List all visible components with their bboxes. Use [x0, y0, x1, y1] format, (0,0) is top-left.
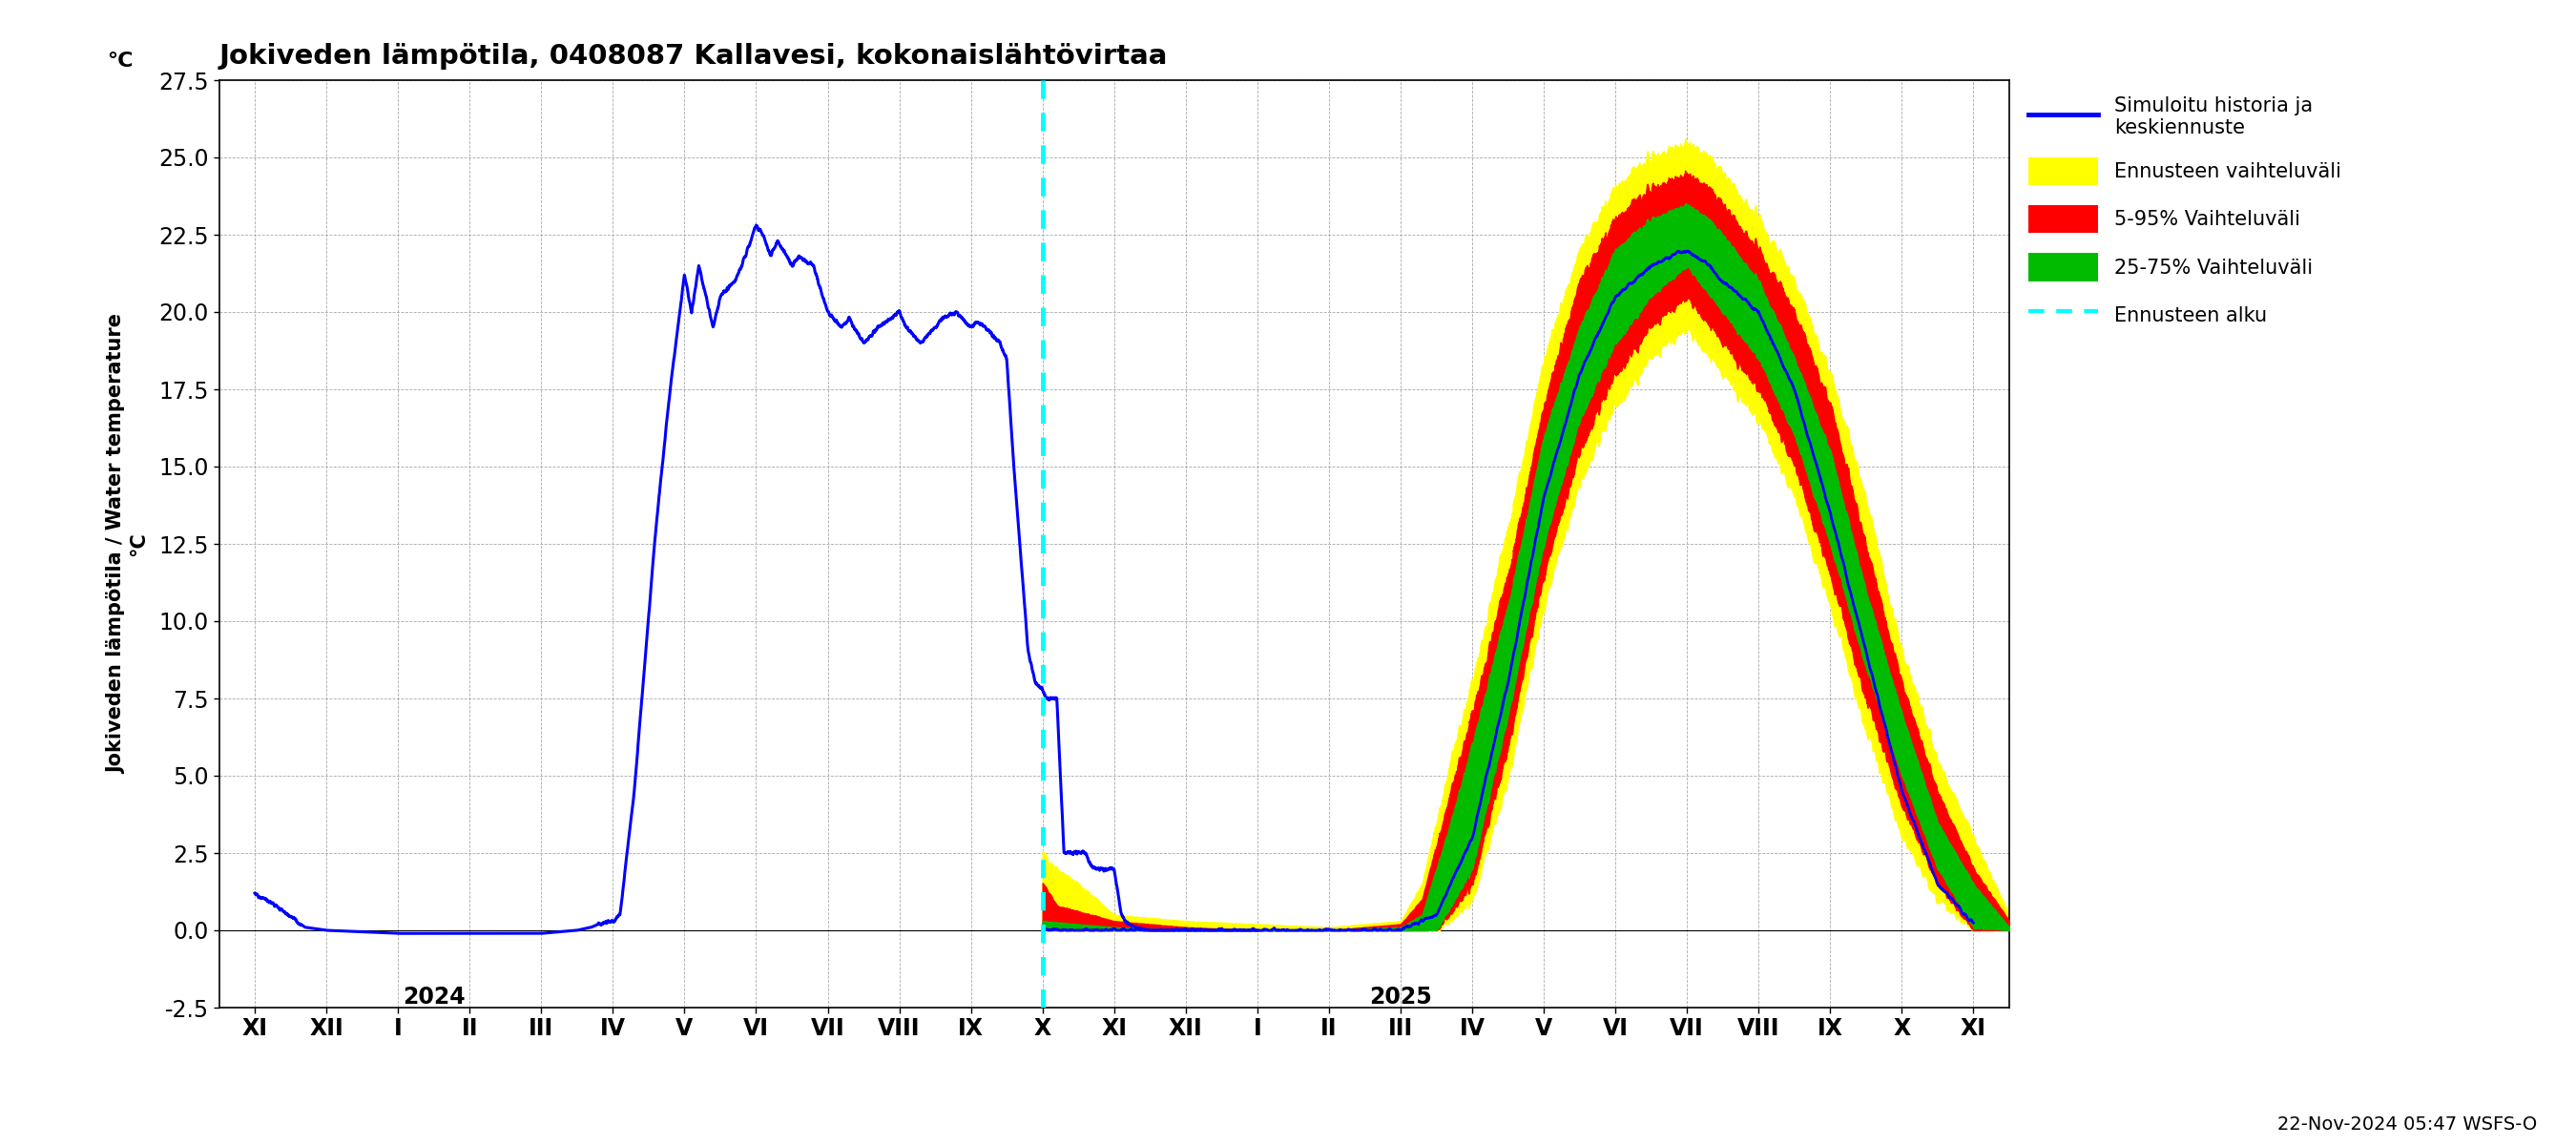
Legend: Simuloitu historia ja
keskiennuste, Ennusteen vaihteluväli, 5-95% Vaihteluväli, : Simuloitu historia ja keskiennuste, Ennu… — [2022, 90, 2347, 335]
Text: 2024: 2024 — [402, 986, 466, 1009]
Text: 22-Nov-2024 05:47 WSFS-O: 22-Nov-2024 05:47 WSFS-O — [2277, 1115, 2537, 1134]
Y-axis label: Jokiveden lämpötila / Water temperature
°C: Jokiveden lämpötila / Water temperature … — [108, 314, 149, 774]
Text: 2025: 2025 — [1370, 986, 1432, 1009]
Text: °C: °C — [108, 52, 134, 71]
Text: Jokiveden lämpötila, 0408087 Kallavesi, kokonaislähtövirtaa: Jokiveden lämpötila, 0408087 Kallavesi, … — [219, 44, 1167, 70]
